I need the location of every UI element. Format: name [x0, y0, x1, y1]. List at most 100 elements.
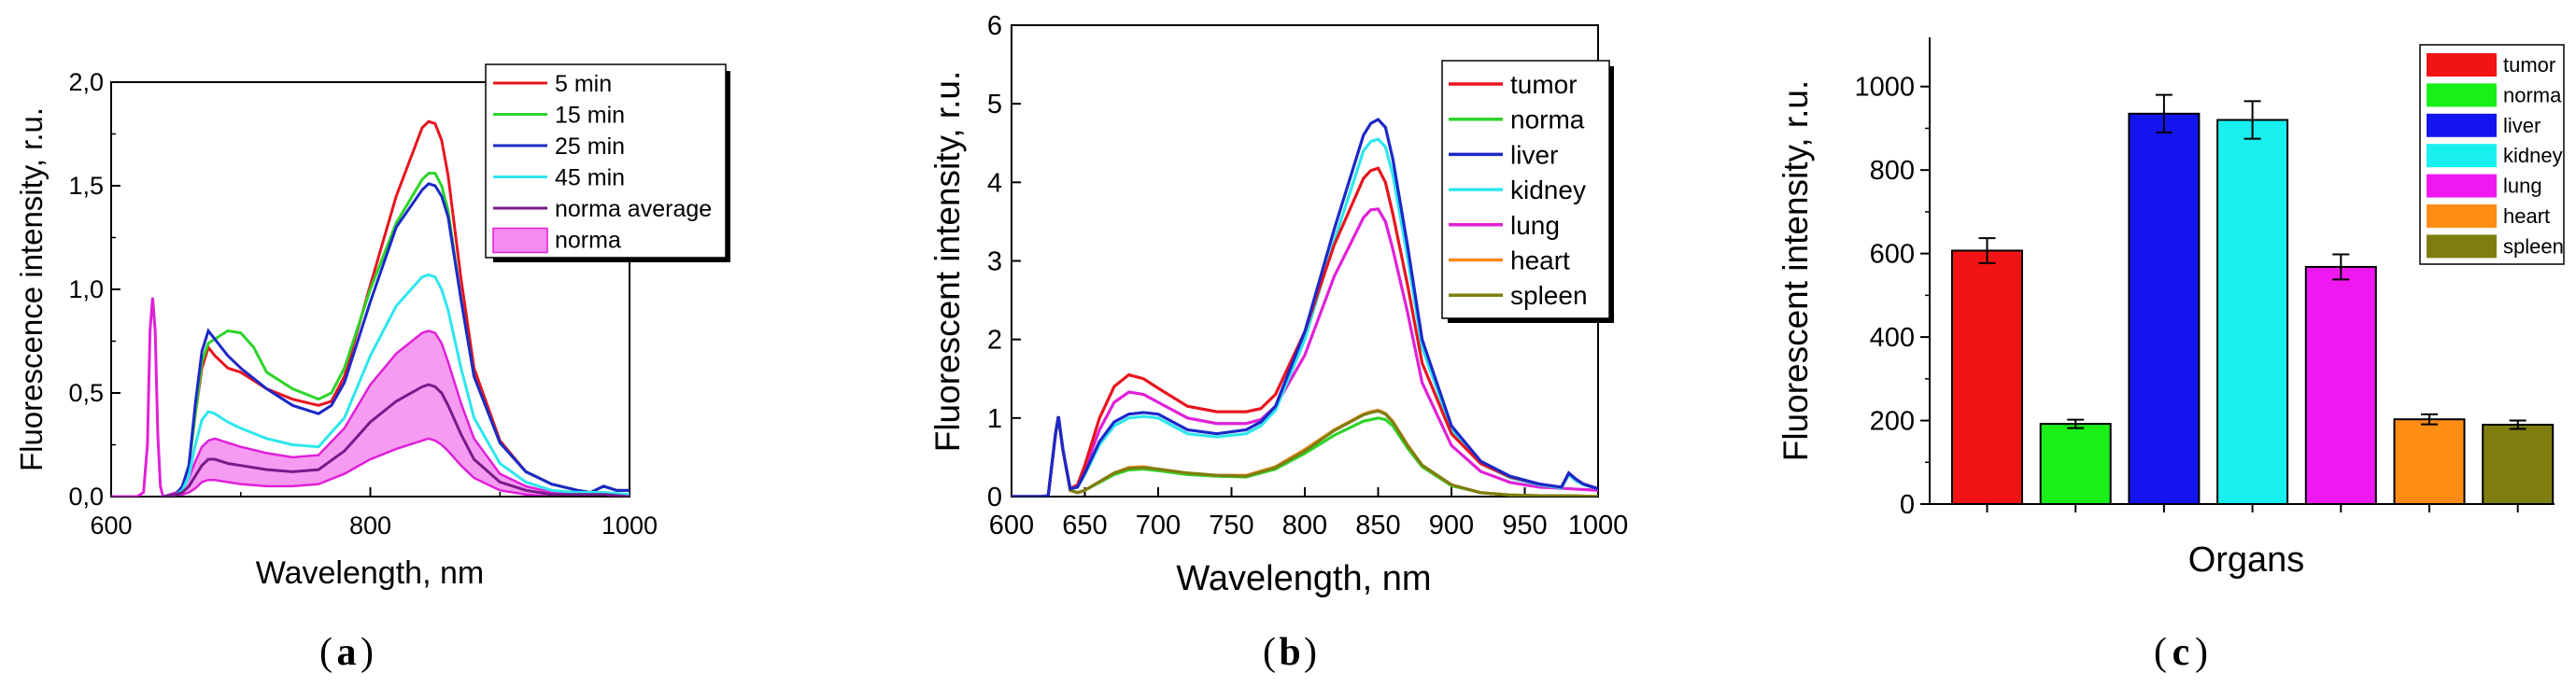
legend-label: heart: [2503, 204, 2550, 228]
legend-label: spleen: [1510, 281, 1588, 310]
panel-c-legend: tumor norma liver kidney lung heart spleen: [2419, 44, 2565, 265]
panel-c-ylabel: Fluorescent intensity, r.u.: [1776, 80, 1815, 462]
panel-b-ytick-label: 0: [987, 483, 1002, 512]
legend-label: liver: [1510, 140, 1558, 169]
panel-a-plot-area: [163, 329, 630, 497]
panel-c-caption-close: ): [2195, 631, 2208, 674]
series-45-min-line: [163, 273, 630, 497]
panel-b-ytick-label: 1: [987, 404, 1002, 434]
series-norma-average-line: [163, 383, 630, 497]
panel-b: 600 650 700 750 800 850 900 950 1000 0 1 2 3 4 5 6 tumo…: [928, 11, 1628, 674]
panel-a-ytick-label: 0,0: [68, 483, 104, 511]
legend-label: kidney: [1510, 175, 1586, 204]
panel-b-xlabel: Wavelength, nm: [1176, 559, 1431, 598]
legend-label: 5 min: [555, 71, 612, 97]
panel-b-xtick-label: 800: [1282, 511, 1327, 540]
legend-label: tumor: [2503, 53, 2555, 77]
panel-a-ticks: 600 800 1000 0,0 0,5 1,0 1,5 2,0: [68, 68, 658, 540]
panel-b-ytick-label: 5: [987, 90, 1002, 119]
bar-spleen: [2482, 424, 2555, 506]
panel-a-xtick-label: 600: [90, 512, 132, 540]
panel-b-legend-box: [1441, 60, 1610, 319]
series-norma-upper: [163, 329, 630, 497]
panel-b-ticks: 600 650 700 750 800 850 900 950 1000 0 1 2 3 4 5 6: [987, 11, 1628, 540]
panel-a-ytick-label: 0,5: [68, 379, 104, 407]
panel-a-ytick-label: 1,0: [68, 275, 104, 303]
panel-a-caption-close: ): [361, 631, 374, 674]
panel-a-legend-box: [485, 63, 727, 259]
panel-a-xtick-label: 800: [349, 512, 391, 540]
panel-a-ylabel: Fluorescence intensity, r.u.: [14, 107, 49, 471]
series-norma-lower: [163, 437, 630, 497]
panel-a-xlabel: Wavelength, nm: [256, 555, 484, 591]
series-spike-line: [111, 297, 177, 497]
panel-a-ytick-label: 1,5: [68, 172, 104, 200]
bar-liver: [2128, 112, 2201, 506]
panel-b-ytick-label: 4: [987, 168, 1002, 198]
panel-b-xtick-label: 700: [1136, 511, 1181, 540]
legend-label: 15 min: [555, 103, 625, 129]
panel-b-xtick-label: 950: [1502, 511, 1547, 540]
panel-b-caption-close: ): [1304, 631, 1317, 674]
panel-c-ytick-label: 1000: [1854, 73, 1915, 103]
panel-b-legend: tumor norma liver kidney lung heart spleen: [1441, 60, 1614, 323]
legend-swatch-lung: [2427, 174, 2497, 198]
panel-b-xtick-label: 600: [989, 511, 1034, 540]
panel-c-caption-letter: c: [2173, 631, 2190, 674]
panel-b-series: [1012, 118, 1598, 497]
panel-a-caption-open: (: [319, 631, 333, 674]
panel-c-ytick-label: 0: [1900, 490, 1915, 520]
panel-a-xtick-label: 1000: [602, 512, 658, 540]
panel-c-ytick-label: 200: [1870, 407, 1915, 437]
legend-label: tumor: [1510, 70, 1578, 99]
bar-heart: [2393, 418, 2466, 506]
panel-c-caption-open: (: [2154, 631, 2167, 674]
legend-label: heart: [1510, 246, 1570, 275]
panel-c: 0 200 400 600 800 1000 tumor norma liver kidney l…: [1776, 37, 2565, 674]
series-norma-band: [163, 330, 630, 497]
bar-norma: [2039, 423, 2112, 505]
legend-swatch-tumor: [2427, 53, 2497, 77]
panel-c-bars: [1951, 93, 2555, 506]
panel-b-xtick-label: 750: [1209, 511, 1253, 540]
panel-b-xtick-label: 650: [1062, 511, 1107, 540]
legend-swatch-kidney: [2427, 144, 2497, 168]
series-liver-line: [1012, 118, 1598, 497]
legend-label: lung: [1510, 211, 1560, 240]
legend-label: norma: [1510, 105, 1585, 134]
panel-a-caption-letter: a: [337, 631, 357, 674]
panel-b-ytick-label: 3: [987, 247, 1002, 277]
legend-label: lung: [2503, 175, 2542, 198]
panel-b-xtick-label: 1000: [1568, 511, 1629, 540]
legend-label: spleen: [2503, 234, 2564, 258]
bar-lung: [2304, 265, 2377, 505]
panel-a-series: [111, 119, 630, 497]
legend-label: norma: [2503, 83, 2562, 106]
panel-c-ytick-label: 600: [1870, 240, 1915, 270]
panel-b-caption-letter: b: [1279, 631, 1300, 674]
legend-swatch-heart: [2427, 204, 2497, 228]
bar-tumor: [1951, 249, 2023, 505]
panel-a-legend: 5 min 15 min 25 min 45 min norma average norm…: [485, 63, 730, 262]
legend-swatch-norma: [492, 227, 548, 254]
panel-c-ticks: 0 200 400 600 800 1000: [1854, 73, 2519, 520]
legend-swatch-spleen: [2427, 234, 2497, 259]
series-25-min-line: [163, 182, 630, 497]
legend-label: 25 min: [555, 133, 625, 160]
legend-label: kidney: [2503, 144, 2563, 167]
panel-b-ylabel: Fluorescent intensity, r.u.: [928, 71, 967, 453]
legend-label: norma: [555, 228, 621, 254]
panel-b-ytick-label: 2: [987, 326, 1002, 356]
bar-kidney: [2216, 119, 2289, 505]
panel-b-xtick-label: 900: [1429, 511, 1474, 540]
panel-b-xtick-label: 850: [1355, 511, 1400, 540]
panel-b-caption-open: (: [1263, 631, 1276, 674]
legend-swatch-norma: [2427, 83, 2497, 107]
panel-b-ytick-label: 6: [987, 11, 1002, 41]
legend-label: liver: [2503, 114, 2541, 137]
legend-label: norma average: [555, 196, 712, 222]
panel-a-ytick-label: 2,0: [68, 68, 104, 96]
legend-swatch-liver: [2427, 113, 2497, 137]
panel-c-ytick-label: 400: [1870, 323, 1915, 353]
